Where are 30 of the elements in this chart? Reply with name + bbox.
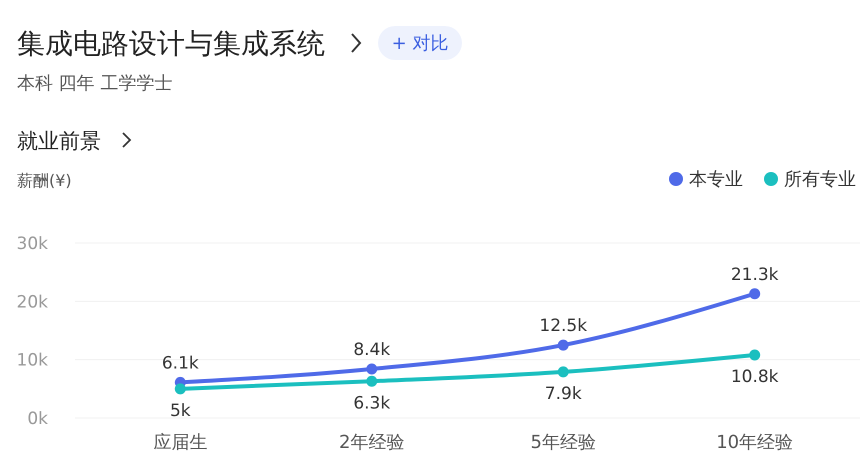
legend-label: 所有专业 [784,169,856,190]
x-tick-label: 5年经验 [530,432,596,453]
data-label: 10.8k [730,367,779,387]
data-label: 8.4k [353,340,390,360]
text: 就业前景 [17,129,101,153]
data-label: 6.3k [353,393,390,414]
y-tick-label: 30k [16,234,48,254]
point [749,350,760,360]
y-tick-label: 20k [16,292,48,312]
chart-title: 集成电路设计与集成系统 [17,27,325,60]
data-label: 6.1k [162,353,199,374]
x-tick-label: 应届生 [153,432,208,453]
point [366,376,378,387]
data-label: 5k [170,400,191,421]
text: + 对比 [392,33,448,54]
x-tick-label: 10年经验 [716,432,794,453]
data-label: 12.5k [539,316,588,336]
y-axis-title: 薪酬(¥) [17,171,72,190]
y-tick-label: 10k [16,350,48,371]
point [366,364,378,374]
data-label: 21.3k [730,264,779,285]
y-tick-label: 0k [27,409,48,429]
point [174,383,186,394]
data-label: 7.9k [544,384,582,404]
chart-subtitle: 本科 四年 工学学士 [17,73,172,94]
point [558,340,569,351]
x-tick-label: 2年经验 [339,432,404,453]
point [749,288,760,300]
legend-label: 本专业 [689,169,743,190]
point [558,366,569,378]
